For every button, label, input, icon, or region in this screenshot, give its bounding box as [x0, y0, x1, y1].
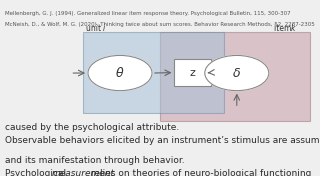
Text: k: k — [291, 24, 295, 33]
Text: z: z — [190, 68, 196, 78]
Bar — [83, 32, 224, 113]
Text: McNeish, D., & Wolf, M. G. (2020). Thinking twice about sum scores. Behavior Res: McNeish, D., & Wolf, M. G. (2020). Think… — [5, 22, 315, 27]
Text: unit: unit — [86, 24, 104, 33]
Text: Observable behaviors elicited by an instrument’s stimulus are assumed to be: Observable behaviors elicited by an inst… — [5, 136, 320, 145]
Text: Psychological: Psychological — [5, 169, 69, 176]
Text: relies on theories of neuro-biological functioning: relies on theories of neuro-biological f… — [88, 169, 311, 176]
Text: item: item — [274, 24, 293, 33]
Text: and its manifestation through behavior.: and its manifestation through behavior. — [5, 156, 184, 165]
Bar — [174, 59, 211, 86]
Text: δ: δ — [233, 67, 241, 80]
Bar — [160, 32, 310, 121]
Text: θ: θ — [116, 67, 124, 80]
Text: Mellenbergh, G. J. (1994). Generalized linear item response theory. Psychologica: Mellenbergh, G. J. (1994). Generalized l… — [5, 11, 291, 15]
Text: measurement: measurement — [51, 169, 114, 176]
Text: i: i — [103, 24, 105, 33]
Text: caused by the psychological attribute.: caused by the psychological attribute. — [5, 123, 179, 132]
Circle shape — [205, 55, 269, 91]
Circle shape — [88, 55, 152, 91]
